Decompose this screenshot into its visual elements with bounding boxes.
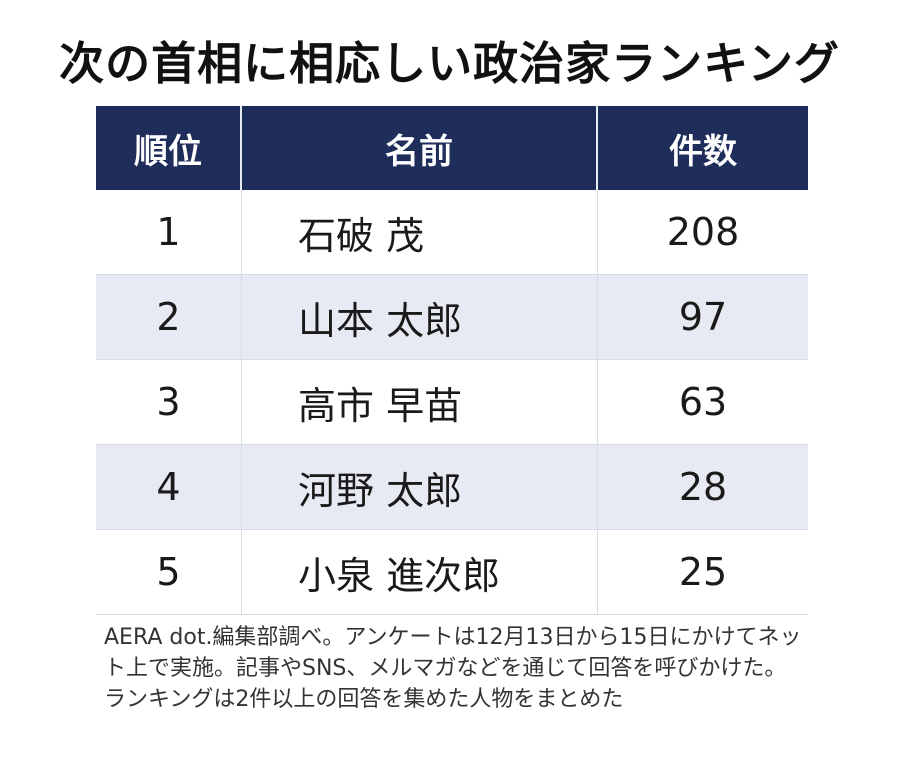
name-cell: 小泉 進次郎	[242, 530, 598, 614]
count-cell: 25	[678, 550, 728, 594]
rank-cell: 2	[96, 275, 242, 359]
column-header-name: 名前	[242, 106, 598, 190]
survey-note: AERA dot.編集部調べ。アンケートは12月13日から15日にかけてネット上…	[104, 625, 802, 712]
count-cell: 28	[678, 465, 728, 509]
page-title: 次の首相に相応しい政治家ランキング	[59, 37, 840, 90]
rank-cell: 1	[96, 190, 242, 274]
name-cell: 山本 太郎	[242, 275, 598, 359]
table-row: 1 石破 茂 208	[96, 190, 808, 275]
name-cell: 高市 早苗	[242, 360, 598, 444]
column-header-count: 件数	[669, 131, 737, 172]
table-row: 5 小泉 進次郎 25	[96, 530, 808, 615]
table-row: 3 高市 早苗 63	[96, 360, 808, 445]
name-cell: 河野 太郎	[242, 445, 598, 529]
table-header-row: 順位 名前 件数	[96, 106, 808, 190]
ranking-table: 順位 名前 件数 1 石破 茂 208 2 山本 太郎 97 3 高市 早苗 6…	[96, 106, 808, 615]
name-cell: 石破 茂	[242, 190, 598, 274]
rank-cell: 5	[96, 530, 242, 614]
table-row: 2 山本 太郎 97	[96, 275, 808, 360]
count-cell: 97	[678, 295, 728, 339]
table-row: 4 河野 太郎 28	[96, 445, 808, 530]
count-cell: 208	[666, 210, 740, 254]
column-header-rank: 順位	[96, 106, 242, 190]
rank-cell: 3	[96, 360, 242, 444]
count-cell: 63	[678, 380, 728, 424]
rank-cell: 4	[96, 445, 242, 529]
